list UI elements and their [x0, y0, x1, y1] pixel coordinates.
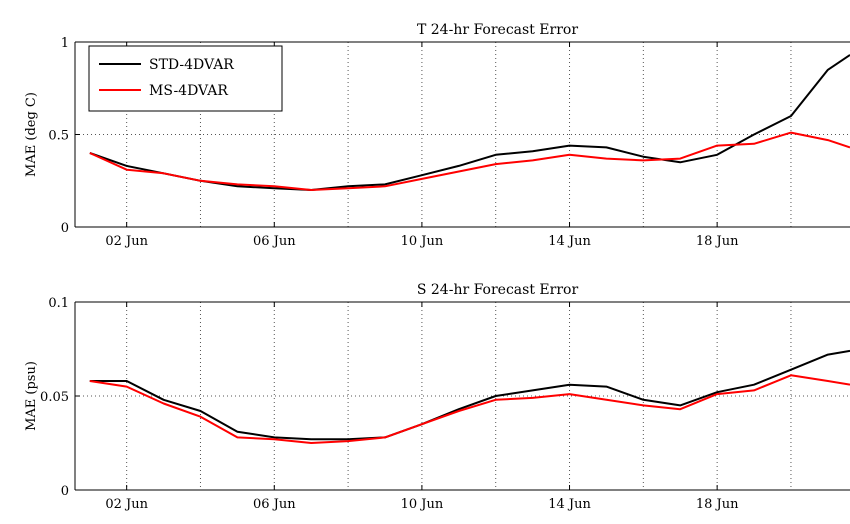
x-tick-label: 06 Jun [253, 234, 296, 249]
series-line-std-4dvar [89, 349, 850, 441]
y-tick-label: 0.05 [40, 390, 69, 405]
legend-label: MS-4DVAR [149, 83, 228, 99]
y-tick-label: 0.1 [48, 296, 69, 311]
y-axis-label: MAE (deg C) [24, 92, 39, 177]
legend-box [88, 45, 283, 112]
series-line-ms-4dvar [89, 374, 850, 444]
legend-label: STD-4DVAR [149, 57, 234, 73]
y-tick-label: 0.5 [48, 129, 69, 144]
x-tick-label: 10 Jun [401, 497, 444, 512]
legend: STD-4DVAR MS-4DVAR [88, 45, 283, 112]
y-axis-label: MAE (psu) [24, 361, 39, 431]
chart-title: T 24-hr Forecast Error [417, 22, 578, 38]
chart-title: S 24-hr Forecast Error [417, 282, 579, 298]
x-tick-label: 10 Jun [401, 234, 444, 249]
y-tick-label: 0 [61, 221, 69, 236]
x-tick-label: 02 Jun [105, 234, 148, 249]
y-tick-label: 0 [61, 484, 69, 499]
x-tick-label: 02 Jun [105, 497, 148, 512]
x-tick-label: 18 Jun [696, 234, 739, 249]
chart-panel-1: 02 Jun 06 Jun 10 Jun 14 Jun 18 Jun 0 0.5 1 T 24-… [24, 22, 850, 249]
chart-panel-2: 02 Jun 06 Jun 10 Jun 14 Jun 18 Jun 0 0.05 0.1 S … [24, 282, 850, 512]
x-tick-label: 18 Jun [696, 497, 739, 512]
x-tick-label: 14 Jun [548, 497, 591, 512]
x-tick-label: 14 Jun [548, 234, 591, 249]
x-tick-label: 06 Jun [253, 497, 296, 512]
y-tick-label: 1 [61, 36, 69, 51]
series-line-ms-4dvar [89, 131, 850, 191]
